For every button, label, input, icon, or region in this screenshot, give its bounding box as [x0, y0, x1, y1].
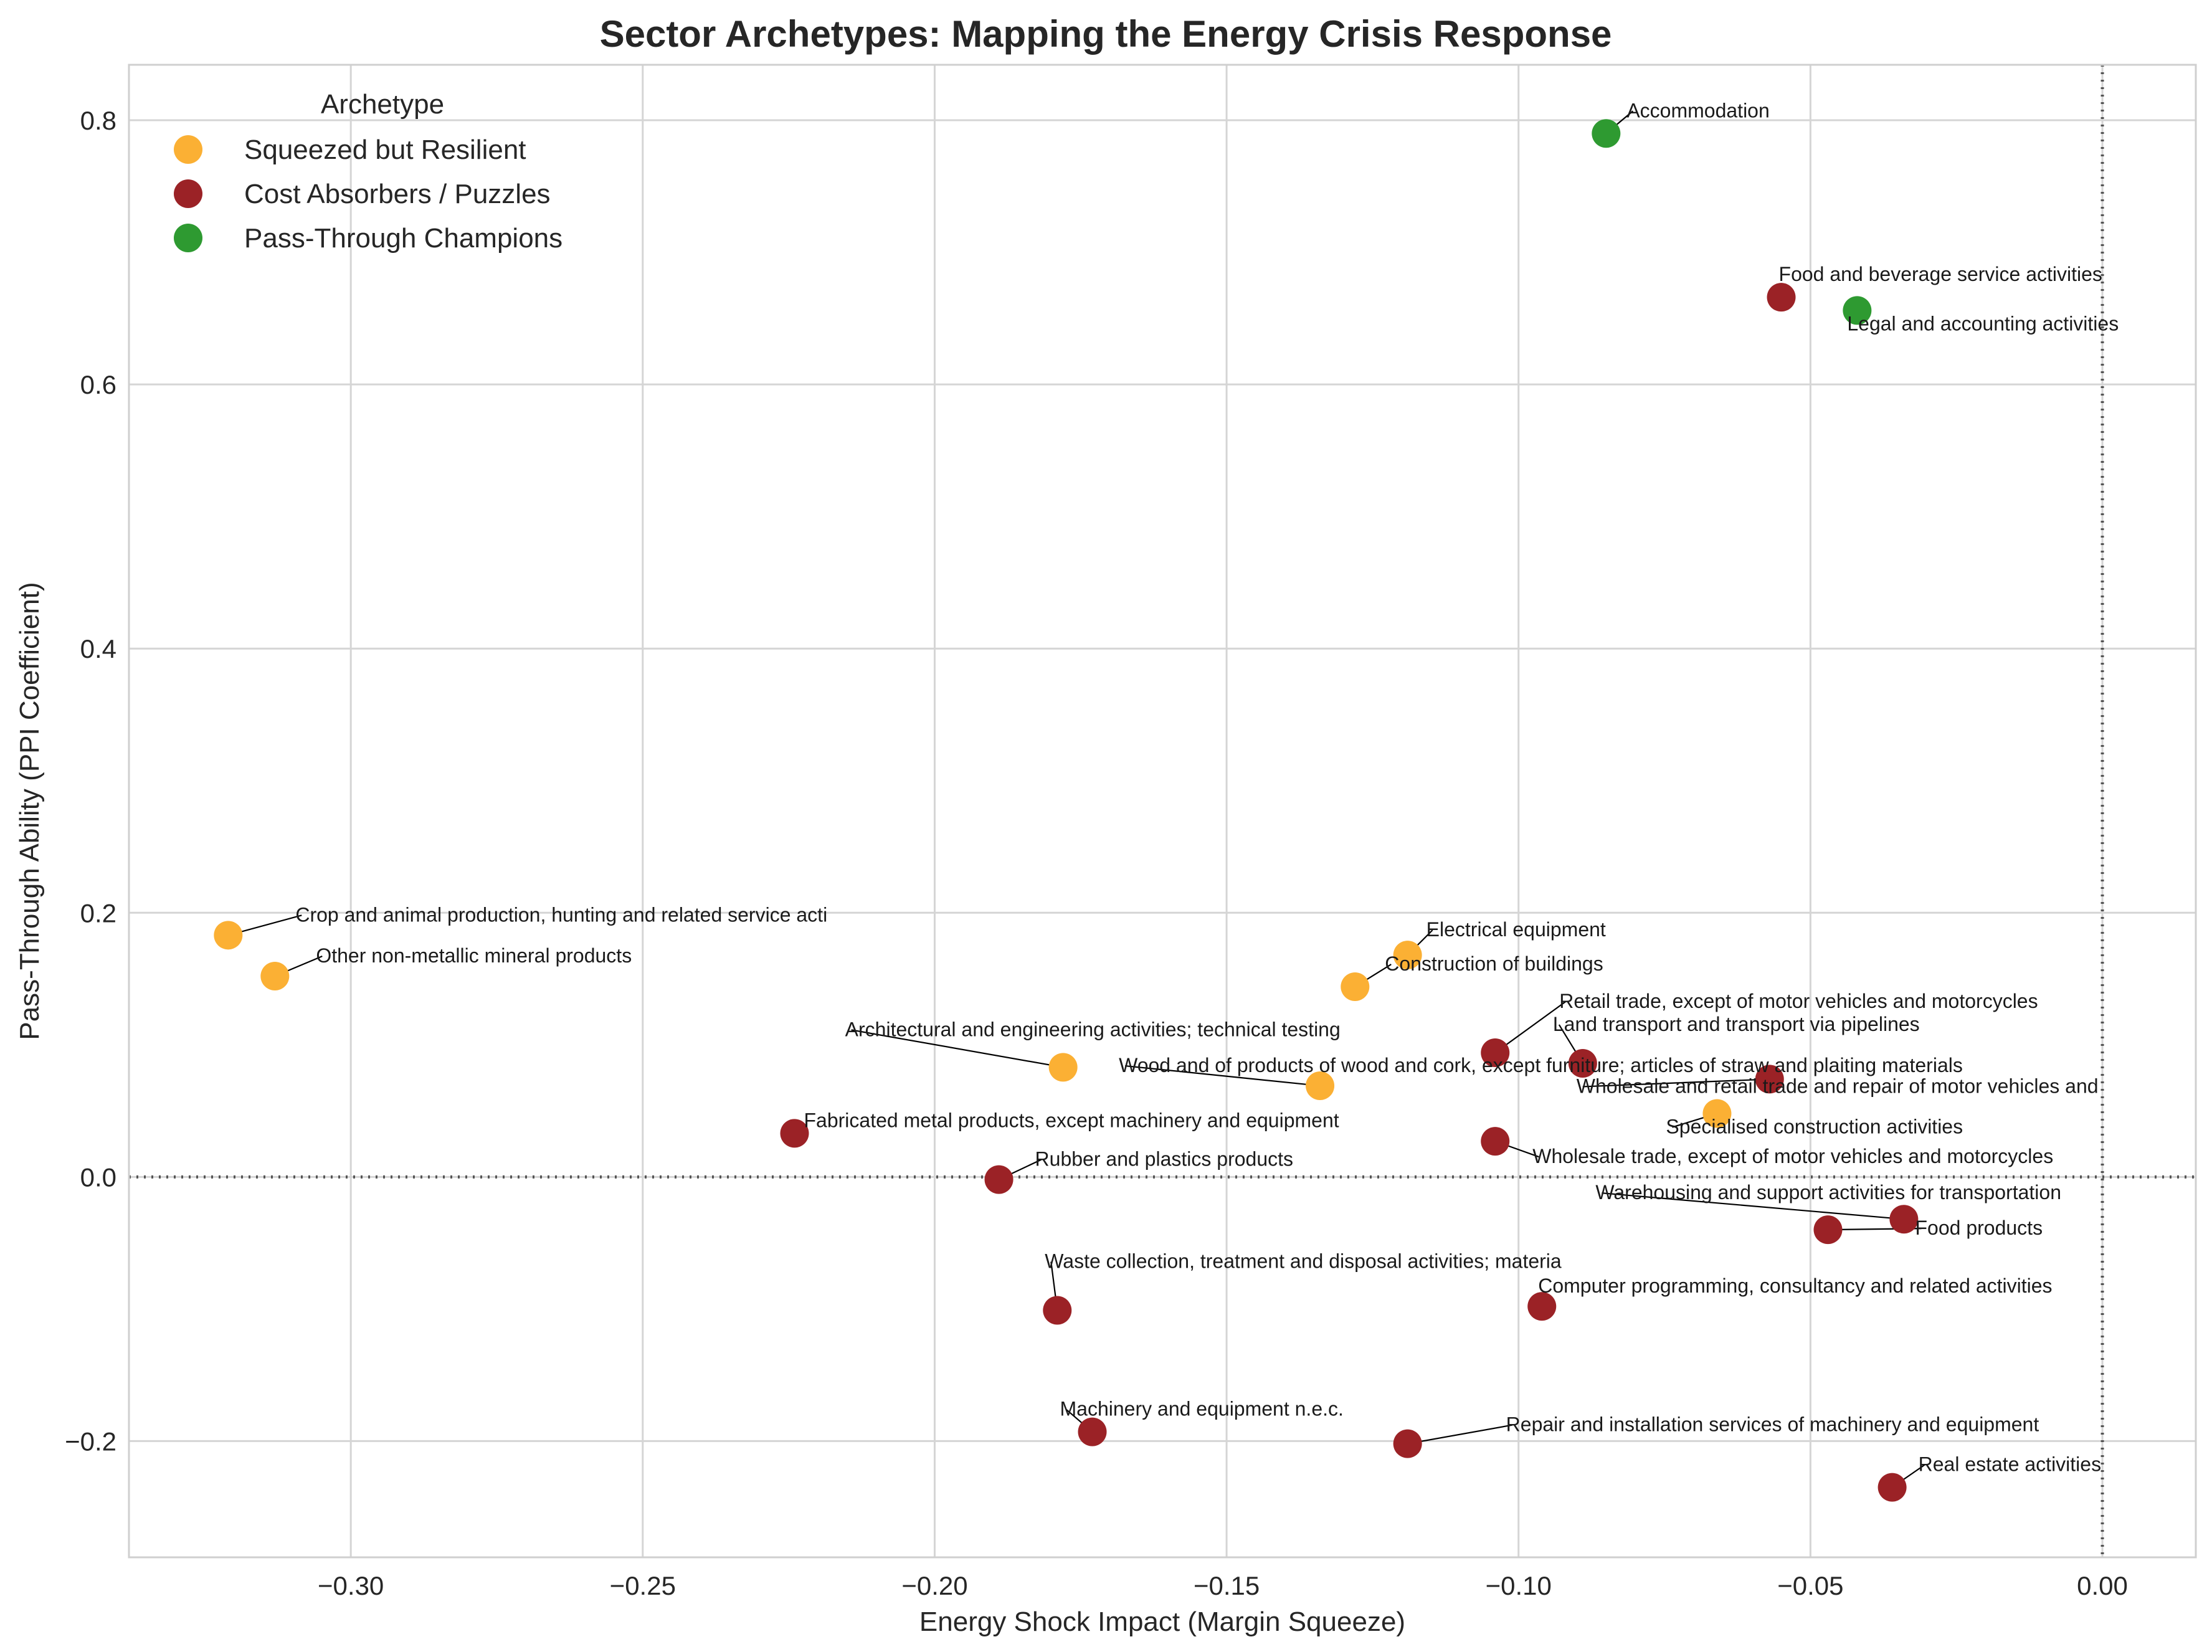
point-label: Waste collection, treatment and disposal… — [1045, 1250, 1562, 1272]
data-point — [1843, 296, 1872, 325]
y-tick-label: 0.8 — [80, 106, 116, 135]
data-point — [260, 962, 290, 991]
y-tick-label: −0.2 — [65, 1427, 116, 1456]
x-tick-label: −0.30 — [318, 1571, 384, 1600]
y-tick-label: 0.4 — [80, 634, 116, 663]
legend-label-squeezed: Squeezed but Resilient — [244, 135, 526, 165]
legend-label-absorbers: Cost Absorbers / Puzzles — [244, 179, 551, 209]
data-point — [1889, 1205, 1919, 1234]
label-leader-line — [1602, 1192, 1904, 1220]
point-label: Other non-metallic mineral products — [316, 944, 632, 967]
point-label: Real estate activities — [1919, 1453, 2101, 1476]
point-label: Fabricated metal products, except machin… — [804, 1109, 1339, 1131]
data-points — [214, 119, 1919, 1502]
data-point — [780, 1119, 809, 1148]
point-label: Food and beverage service activities — [1779, 263, 2102, 285]
point-label: Warehousing and support activities for t… — [1595, 1181, 2061, 1203]
point-label: Wood and of products of wood and cork, e… — [1119, 1054, 1963, 1076]
data-point — [1341, 972, 1370, 1002]
point-labels: Crop and animal production, hunting and … — [295, 99, 2119, 1475]
point-label: Legal and accounting activities — [1847, 312, 2119, 335]
legend-marker-absorbers — [174, 179, 202, 208]
data-point — [1767, 283, 1796, 312]
label-leader-line — [1124, 1065, 1321, 1087]
y-tick-label: 0.6 — [80, 370, 116, 399]
data-point — [984, 1165, 1013, 1194]
x-tick-label: −0.10 — [1486, 1571, 1552, 1600]
y-tick-labels: −0.2 0.0 0.2 0.4 0.6 0.8 — [65, 106, 116, 1456]
x-tick-label: −0.20 — [901, 1571, 967, 1600]
data-point — [1592, 119, 1621, 148]
data-point — [1078, 1417, 1107, 1446]
legend-marker-champions — [174, 224, 202, 252]
point-label: Construction of buildings — [1385, 952, 1603, 975]
y-tick-label: 0.0 — [80, 1162, 116, 1192]
data-point — [1568, 1048, 1597, 1078]
data-point — [1877, 1473, 1907, 1502]
label-leader-line — [1494, 1001, 1566, 1053]
x-tick-label: −0.15 — [1194, 1571, 1260, 1600]
point-label: Electrical equipment — [1426, 918, 1606, 941]
x-axis-label: Energy Shock Impact (Margin Squeeze) — [919, 1607, 1405, 1637]
point-label: Rubber and plastics products — [1035, 1148, 1293, 1170]
data-point — [214, 921, 243, 950]
reference-lines — [129, 65, 2196, 1557]
legend-marker-squeezed — [174, 135, 202, 164]
data-point — [1755, 1065, 1784, 1094]
point-label: Machinery and equipment n.e.c. — [1060, 1398, 1344, 1420]
point-label: Accommodation — [1626, 99, 1769, 121]
point-label: Architectural and engineering activities… — [845, 1018, 1341, 1040]
y-tick-label: 0.2 — [80, 898, 116, 928]
point-label: Specialised construction activities — [1666, 1116, 1963, 1138]
data-point — [1702, 1099, 1732, 1128]
data-point — [1306, 1071, 1335, 1101]
legend-title: Archetype — [321, 89, 444, 120]
point-label: Land transport and transport via pipelin… — [1553, 1013, 1920, 1035]
x-tick-label: −0.05 — [1777, 1571, 1843, 1600]
point-label: Wholesale trade, except of motor vehicle… — [1532, 1145, 2053, 1167]
data-point — [1048, 1053, 1078, 1082]
data-point — [1393, 1429, 1422, 1458]
x-tick-label: −0.25 — [610, 1571, 676, 1600]
x-tick-label: 0.00 — [2077, 1571, 2128, 1600]
point-label: Food products — [1915, 1217, 2043, 1239]
point-label: Repair and installation services of mach… — [1506, 1413, 2039, 1436]
point-label: Retail trade, except of motor vehicles a… — [1559, 990, 2038, 1012]
point-label: Wholesale and retail trade and repair of… — [1577, 1075, 2099, 1097]
plot-frame — [128, 64, 2197, 1559]
label-leader-line — [1407, 1424, 1512, 1445]
legend: Archetype Squeezed but Resilient Cost Ab… — [174, 89, 562, 254]
data-point — [1527, 1292, 1557, 1321]
point-label: Crop and animal production, hunting and … — [295, 903, 827, 926]
label-leader-line — [851, 1029, 1063, 1068]
data-point — [1481, 1127, 1510, 1156]
data-point — [1481, 1038, 1510, 1068]
x-tick-labels: −0.30 −0.25 −0.20 −0.15 −0.10 −0.05 0.00 — [318, 1571, 2128, 1600]
label-leader-line — [1582, 1078, 1770, 1088]
y-axis-label: Pass-Through Ability (PPI Coefficient) — [14, 582, 45, 1040]
data-point — [1813, 1215, 1843, 1245]
chart-title: Sector Archetypes: Mapping the Energy Cr… — [600, 13, 1612, 55]
data-point — [1393, 941, 1422, 970]
data-point — [1043, 1296, 1072, 1325]
legend-label-champions: Pass-Through Champions — [244, 223, 562, 254]
point-label: Computer programming, consultancy and re… — [1538, 1275, 2052, 1297]
